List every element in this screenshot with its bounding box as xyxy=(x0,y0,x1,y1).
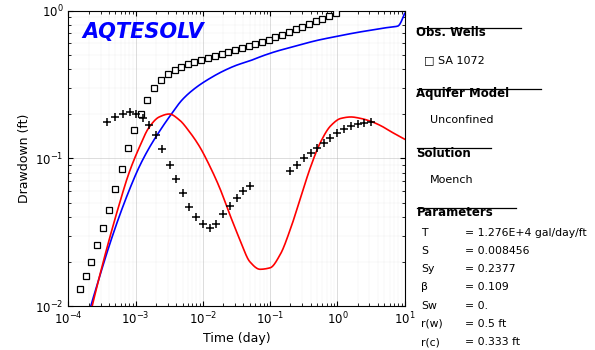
Text: r(w): r(w) xyxy=(421,319,443,329)
Text: □ SA 1072: □ SA 1072 xyxy=(424,55,484,65)
Text: = 0.109: = 0.109 xyxy=(465,282,509,293)
Text: T: T xyxy=(421,228,428,238)
Text: Sy: Sy xyxy=(421,264,434,274)
X-axis label: Time (day): Time (day) xyxy=(203,332,270,345)
Text: = 0.: = 0. xyxy=(465,301,488,311)
Text: S: S xyxy=(421,246,428,256)
Text: Unconfined: Unconfined xyxy=(430,115,493,125)
Text: = 0.5 ft: = 0.5 ft xyxy=(465,319,506,329)
Text: Aquifer Model: Aquifer Model xyxy=(416,87,510,100)
Text: = 0.333 ft: = 0.333 ft xyxy=(465,337,520,347)
Y-axis label: Drawdown (ft): Drawdown (ft) xyxy=(18,114,31,203)
Text: Obs. Wells: Obs. Wells xyxy=(416,26,486,39)
Text: Moench: Moench xyxy=(430,175,473,185)
Text: Solution: Solution xyxy=(416,147,471,160)
Text: AQTESOLV: AQTESOLV xyxy=(82,22,203,42)
Text: r(c): r(c) xyxy=(421,337,440,347)
Text: Sw: Sw xyxy=(421,301,437,311)
Text: Parameters: Parameters xyxy=(416,206,493,219)
Text: = 1.276E+4 gal/day/ft: = 1.276E+4 gal/day/ft xyxy=(465,228,587,238)
Text: = 0.008456: = 0.008456 xyxy=(465,246,530,256)
Text: = 0.2377: = 0.2377 xyxy=(465,264,516,274)
Text: β: β xyxy=(421,282,428,293)
